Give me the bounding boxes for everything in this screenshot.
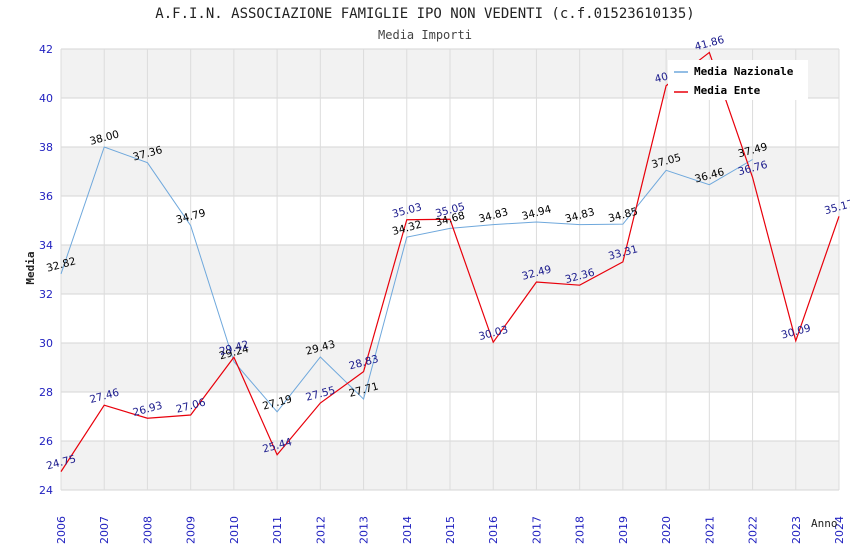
y-axis-ticks: 24 26 28 30 32 34 36 38 40 42	[39, 43, 53, 497]
y-tick-label: 34	[39, 239, 53, 252]
x-tick-label: 2022	[747, 516, 760, 544]
series-line-ente	[60, 51, 840, 472]
y-tick-label: 26	[39, 435, 53, 448]
y-tick-label: 40	[39, 92, 53, 105]
legend-label-nazionale: Media Nazionale	[694, 65, 794, 78]
y-tick-label: 38	[39, 141, 53, 154]
x-tick-label: 2018	[574, 516, 587, 544]
legend: Media Nazionale Media Ente	[668, 60, 808, 100]
x-tick-label: 2011	[271, 516, 284, 544]
x-axis-ticks: 2006 2007 2008 2009 2010 2011 2012 2013 2014 2015…	[55, 516, 846, 544]
x-tick-label: 2017	[530, 516, 543, 544]
y-tick-label: 28	[39, 386, 53, 399]
x-tick-label: 2015	[444, 516, 457, 544]
series-line-nazionale	[60, 146, 753, 413]
x-tick-label: 2008	[141, 516, 154, 544]
y-tick-label: 30	[39, 337, 53, 350]
x-axis-label: Anno	[811, 517, 838, 530]
y-tick-label: 24	[39, 484, 53, 497]
x-tick-label: 2023	[790, 516, 803, 544]
y-tick-label: 42	[39, 43, 53, 56]
x-tick-label: 2007	[98, 516, 111, 544]
x-tick-label: 2010	[228, 516, 241, 544]
chart-title: A.F.I.N. ASSOCIAZIONE FAMIGLIE IPO NON V…	[155, 6, 694, 22]
x-tick-label: 2009	[185, 516, 198, 544]
x-tick-label: 2021	[703, 516, 716, 544]
x-tick-label: 2006	[55, 516, 68, 544]
x-tick-label: 2024	[833, 516, 846, 544]
chart-subtitle: Media Importi	[378, 28, 472, 42]
x-tick-label: 2016	[487, 516, 500, 544]
x-tick-label: 2020	[660, 516, 673, 544]
legend-label-ente: Media Ente	[694, 84, 761, 97]
y-tick-label: 36	[39, 190, 53, 203]
series-lines	[60, 51, 840, 472]
x-tick-label: 2014	[401, 516, 414, 544]
x-tick-label: 2012	[314, 516, 327, 544]
x-tick-label: 2019	[617, 516, 630, 544]
legend-box	[668, 60, 808, 100]
y-axis-label: Media	[24, 251, 37, 284]
gridlines	[60, 48, 840, 491]
y-tick-label: 32	[39, 288, 53, 301]
x-tick-label: 2013	[358, 516, 371, 544]
